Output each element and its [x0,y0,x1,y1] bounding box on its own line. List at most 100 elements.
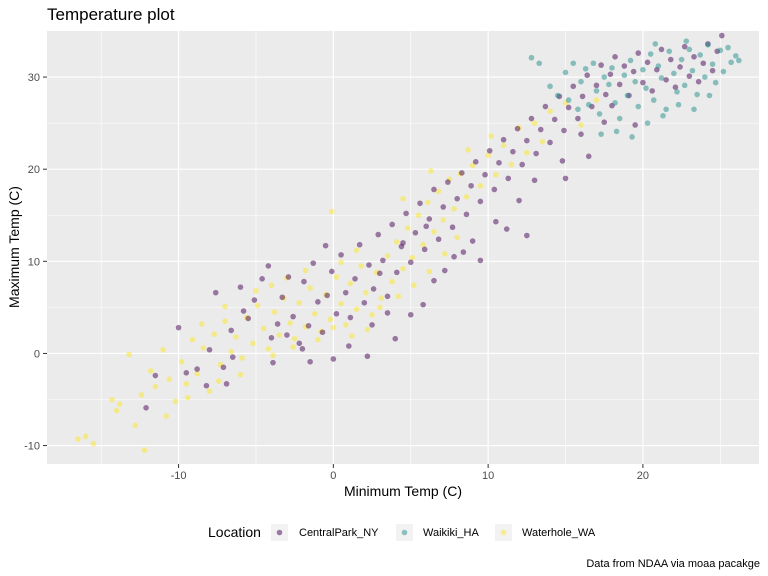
point-centralpark-ny [389,221,395,228]
chart-title: Temperature plot [47,5,175,24]
point-waterhole-wa [376,304,383,311]
point-waterhole-wa [132,422,139,429]
point-centralpark-ny [440,204,447,210]
point-centralpark-ny [324,292,330,299]
point-centralpark-ny [183,369,190,376]
point-waikiki-ha [706,92,713,99]
point-waikiki-ha [598,131,604,137]
point-waterhole-wa [228,348,234,355]
point-centralpark-ny [454,195,460,202]
point-centralpark-ny [700,60,707,67]
point-waikiki-ha [565,97,572,103]
point-waterhole-wa [395,293,402,300]
point-waterhole-wa [113,407,120,414]
point-waterhole-wa [424,199,431,206]
point-centralpark-ny [285,274,292,280]
point-waterhole-wa [389,278,395,285]
point-waikiki-ha [585,101,592,108]
point-waterhole-wa [147,368,154,374]
point-waterhole-wa [138,392,145,398]
point-waterhole-wa [426,268,433,275]
point-centralpark-ny [584,72,590,79]
point-centralpark-ny [640,79,646,86]
point-waikiki-ha [689,67,696,74]
point-centralpark-ny [423,223,430,230]
point-centralpark-ny [667,56,674,63]
point-centralpark-ny [570,83,577,90]
point-centralpark-ny [290,313,296,320]
point-centralpark-ny [330,356,337,362]
point-centralpark-ny [319,329,326,336]
point-waikiki-ha [674,89,680,95]
point-centralpark-ny [307,358,313,365]
point-centralpark-ny [152,372,159,379]
point-centralpark-ny [514,125,521,132]
y-tick-label: -10 [24,441,40,453]
point-centralpark-ny [384,310,391,316]
point-centralpark-ny [417,200,423,207]
point-waikiki-ha [570,60,577,67]
point-waikiki-ha [705,42,711,48]
point-centralpark-ny [459,170,465,176]
point-waterhole-wa [347,280,354,287]
point-waikiki-ha [650,97,657,103]
point-waterhole-wa [222,318,228,325]
x-axis-title: Minimum Temp (C) [344,483,462,499]
point-waikiki-ha [683,38,690,44]
legend: Location CentralPark_NY Waikiki_HA Water… [208,524,596,541]
point-centralpark-ny [672,84,679,90]
point-waikiki-ha [709,61,716,67]
point-waikiki-ha [590,60,597,67]
point-centralpark-ny [607,71,614,78]
point-centralpark-ny [695,78,702,85]
point-centralpark-ny [503,226,510,232]
point-centralpark-ny [333,311,340,317]
point-centralpark-ny [366,262,372,268]
y-tick-label: 10 [28,256,40,268]
point-waikiki-ha [691,106,697,113]
point-waikiki-ha [640,66,646,73]
point-centralpark-ny [644,59,651,66]
point-centralpark-ny [251,297,258,303]
point-waterhole-wa [90,440,97,447]
point-waterhole-wa [239,355,245,361]
point-waterhole-wa [172,398,179,405]
point-centralpark-ny [259,276,265,282]
point-centralpark-ny [376,270,383,277]
point-centralpark-ny [431,277,437,284]
point-centralpark-ny [380,257,386,264]
point-waikiki-ha [612,100,618,106]
point-centralpark-ny [463,211,470,218]
point-waterhole-wa [211,331,217,337]
point-waikiki-ha [720,68,727,75]
point-centralpark-ny [268,334,275,341]
point-centralpark-ny [472,159,479,165]
major-gridlines [47,31,759,464]
point-waterhole-wa [358,263,365,269]
point-centralpark-ny [663,77,669,83]
x-tick-label: 20 [637,470,649,482]
point-centralpark-ny [691,53,697,60]
point-centralpark-ny [491,186,498,193]
point-waikiki-ha [678,56,685,63]
point-waterhole-wa [194,370,200,377]
point-waterhole-wa [311,311,318,317]
legend-label-waikiki: Waikiki_HA [423,527,479,539]
point-centralpark-ny [649,88,655,94]
point-waterhole-wa [250,340,256,347]
point-waikiki-ha [725,44,731,51]
point-centralpark-ny [585,153,592,160]
point-waikiki-ha [660,112,666,119]
point-centralpark-ny [435,236,442,243]
point-waterhole-wa [152,383,159,390]
point-waikiki-ha [666,48,673,55]
point-centralpark-ny [658,46,665,53]
point-waikiki-ha [613,128,620,135]
point-centralpark-ny [229,354,236,360]
point-centralpark-ny [407,259,414,266]
point-centralpark-ny [420,301,426,308]
point-waterhole-wa [400,195,406,202]
minor-gridlines [47,31,759,464]
point-waikiki-ha [536,60,543,67]
